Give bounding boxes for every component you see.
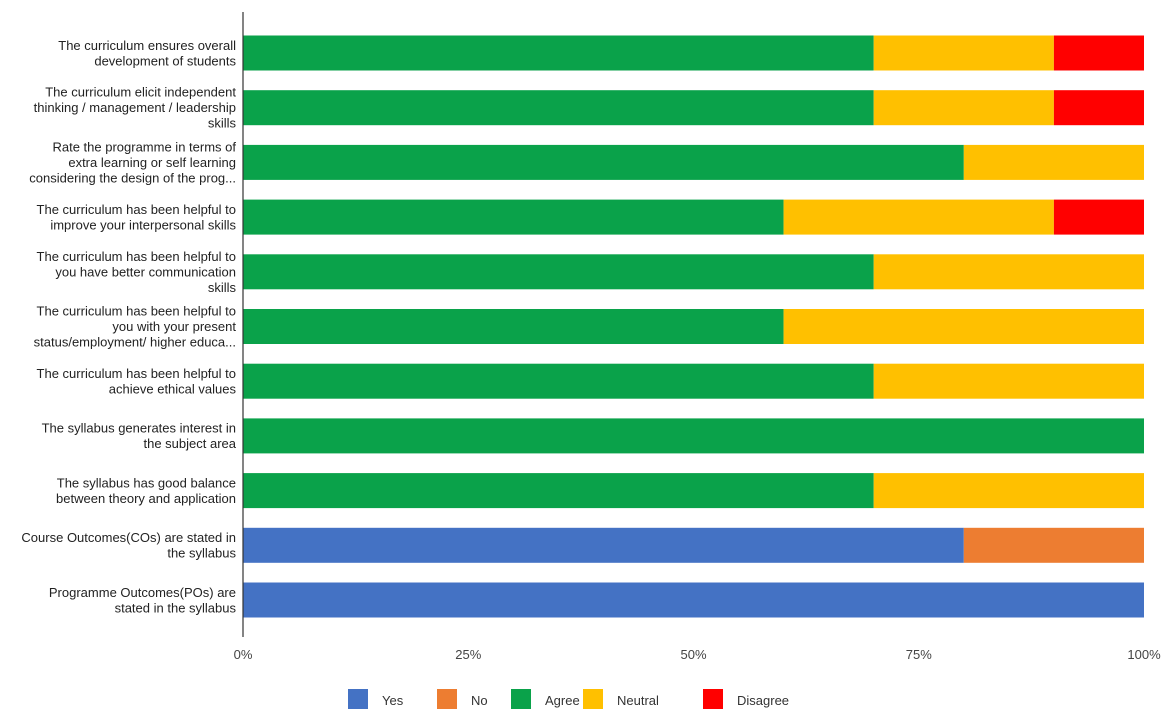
- x-tick-label: 50%: [680, 647, 706, 662]
- category-label-line: thinking / management / leadership: [34, 100, 236, 115]
- category-labels: The curriculum ensures overall developmen…: [21, 38, 236, 616]
- category-label: The curriculum has been helpful to you ha…: [37, 249, 237, 295]
- bar-segment-agree-3: [243, 199, 784, 235]
- category-label-line: achieve ethical values: [109, 381, 237, 396]
- bar-segment-agree-5: [243, 309, 784, 344]
- legend-swatch: [511, 689, 531, 709]
- category-label-line: improve your interpersonal skills: [50, 217, 236, 232]
- bar-segment-disagree-1: [1053, 90, 1144, 126]
- x-tick-label: 100%: [1127, 647, 1161, 662]
- category-label-line: The curriculum has been helpful to: [37, 249, 236, 264]
- legend-item-no[interactable]: No: [437, 689, 488, 709]
- bar-segment-disagree-3: [1053, 199, 1144, 235]
- legend-swatch: [583, 689, 603, 709]
- bar-segment-neutral-4: [873, 254, 1144, 290]
- bar-segment-disagree-0: [1053, 35, 1144, 71]
- legend-swatch: [437, 689, 457, 709]
- bar-segment-neutral-0: [873, 35, 1054, 71]
- category-label-line: status/employment/ higher educa...: [34, 335, 236, 350]
- category-label-line: you have better communication: [55, 264, 236, 279]
- category-label-line: the subject area: [143, 436, 236, 451]
- bar-segment-no-9: [963, 527, 1144, 563]
- category-label-line: The curriculum has been helpful to: [37, 202, 236, 217]
- category-label: The curriculum has been helpful to achiev…: [37, 366, 237, 397]
- bar-segment-agree-2: [243, 144, 964, 180]
- category-label: The curriculum has been helpful to improv…: [37, 202, 237, 233]
- category-label-line: stated in the syllabus: [115, 600, 237, 615]
- category-label: The curriculum has been helpful to you wi…: [34, 304, 237, 350]
- category-label: The syllabus has good balance between the…: [56, 475, 236, 506]
- category-label-line: Programme Outcomes(POs) are: [49, 585, 236, 600]
- bar-segment-neutral-6: [873, 363, 1144, 399]
- legend: Yes No Agree Neutral Disagree: [348, 689, 789, 709]
- legend-label: Disagree: [737, 693, 789, 708]
- category-label-line: between theory and application: [56, 491, 236, 506]
- bar-segment-agree-6: [243, 363, 874, 399]
- bar-segment-neutral-8: [873, 473, 1144, 509]
- category-label: Course Outcomes(COs) are stated in the sy…: [21, 530, 236, 561]
- category-label: The curriculum ensures overall developmen…: [58, 38, 236, 69]
- legend-item-neutral[interactable]: Neutral: [583, 689, 659, 709]
- bar-segment-agree-8: [243, 473, 874, 509]
- legend-label: Agree: [545, 693, 580, 708]
- x-tick-label: 25%: [455, 647, 481, 662]
- x-axis-ticks: 0% 25% 50% 75% 100%: [234, 647, 1161, 662]
- legend-label: No: [471, 693, 488, 708]
- category-label-line: extra learning or self learning: [68, 155, 236, 170]
- legend-label: Yes: [382, 693, 404, 708]
- category-label-line: considering the design of the prog...: [29, 170, 236, 185]
- x-tick-label: 0%: [234, 647, 253, 662]
- bar-segment-neutral-5: [783, 309, 1144, 344]
- category-label-line: The curriculum elicit independent: [45, 85, 236, 100]
- legend-item-disagree[interactable]: Disagree: [703, 689, 789, 709]
- category-label-line: The syllabus has good balance: [57, 475, 236, 490]
- category-label-line: skills: [208, 280, 237, 295]
- category-label-line: The curriculum has been helpful to: [37, 304, 236, 319]
- category-label-line: development of students: [94, 53, 236, 68]
- bar-segment-neutral-2: [963, 144, 1144, 180]
- category-label-line: The syllabus generates interest in: [42, 421, 236, 436]
- bar-segment-agree-1: [243, 90, 874, 126]
- category-label: Rate the programme in terms of extra lear…: [29, 139, 236, 185]
- category-label-line: skills: [208, 116, 237, 131]
- bar-segment-yes-9: [243, 527, 964, 563]
- category-label: Programme Outcomes(POs) are stated in the…: [49, 585, 237, 616]
- category-label-line: you with your present: [112, 319, 236, 334]
- category-label-line: Course Outcomes(COs) are stated in: [21, 530, 236, 545]
- legend-item-agree[interactable]: Agree: [511, 689, 580, 709]
- bar-segment-agree-0: [243, 35, 874, 71]
- legend-item-yes[interactable]: Yes: [348, 689, 404, 709]
- legend-swatch: [348, 689, 368, 709]
- category-label-line: The curriculum has been helpful to: [37, 366, 236, 381]
- category-label: The curriculum elicit independent thinkin…: [34, 85, 237, 131]
- bar-segment-yes-10: [243, 582, 1144, 618]
- bar-area: [243, 35, 1144, 618]
- bar-segment-agree-7: [243, 418, 1144, 454]
- category-label-line: Rate the programme in terms of: [52, 139, 236, 154]
- bar-segment-neutral-1: [873, 90, 1054, 126]
- category-label-line: the syllabus: [167, 546, 236, 561]
- legend-label: Neutral: [617, 693, 659, 708]
- x-tick-label: 75%: [906, 647, 932, 662]
- bar-segment-agree-4: [243, 254, 874, 290]
- bar-segment-neutral-3: [783, 199, 1054, 235]
- category-label-line: The curriculum ensures overall: [58, 38, 236, 53]
- category-label: The syllabus generates interest in the su…: [42, 421, 237, 452]
- legend-swatch: [703, 689, 723, 709]
